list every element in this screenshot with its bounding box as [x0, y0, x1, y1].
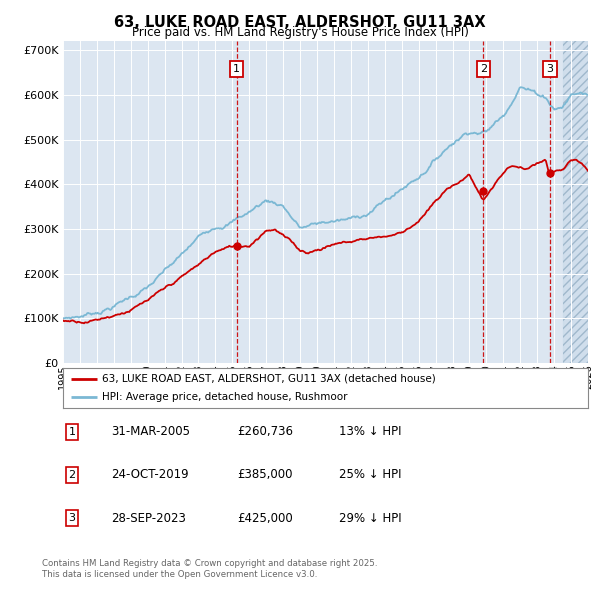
Bar [563, 41, 588, 363]
Text: 1: 1 [68, 427, 76, 437]
Text: 28-SEP-2023: 28-SEP-2023 [111, 512, 186, 525]
Text: 24-OCT-2019: 24-OCT-2019 [111, 468, 188, 481]
Text: HPI: Average price, detached house, Rushmoor: HPI: Average price, detached house, Rush… [103, 392, 348, 402]
Text: Contains HM Land Registry data © Crown copyright and database right 2025.: Contains HM Land Registry data © Crown c… [42, 559, 377, 568]
Text: 2: 2 [68, 470, 76, 480]
Text: 3: 3 [68, 513, 76, 523]
Text: £385,000: £385,000 [237, 468, 293, 481]
Text: 13% ↓ HPI: 13% ↓ HPI [339, 425, 401, 438]
Text: 25% ↓ HPI: 25% ↓ HPI [339, 468, 401, 481]
Text: 31-MAR-2005: 31-MAR-2005 [111, 425, 190, 438]
Text: 63, LUKE ROAD EAST, ALDERSHOT, GU11 3AX (detached house): 63, LUKE ROAD EAST, ALDERSHOT, GU11 3AX … [103, 374, 436, 384]
Bar [563, 41, 588, 363]
Text: Price paid vs. HM Land Registry's House Price Index (HPI): Price paid vs. HM Land Registry's House … [131, 26, 469, 39]
Text: £260,736: £260,736 [237, 425, 293, 438]
Text: 29% ↓ HPI: 29% ↓ HPI [339, 512, 401, 525]
Text: 63, LUKE ROAD EAST, ALDERSHOT, GU11 3AX: 63, LUKE ROAD EAST, ALDERSHOT, GU11 3AX [114, 15, 486, 30]
Text: 2: 2 [480, 64, 487, 74]
Text: 1: 1 [233, 64, 240, 74]
Text: This data is licensed under the Open Government Licence v3.0.: This data is licensed under the Open Gov… [42, 571, 317, 579]
Text: £425,000: £425,000 [237, 512, 293, 525]
Text: 3: 3 [547, 64, 553, 74]
